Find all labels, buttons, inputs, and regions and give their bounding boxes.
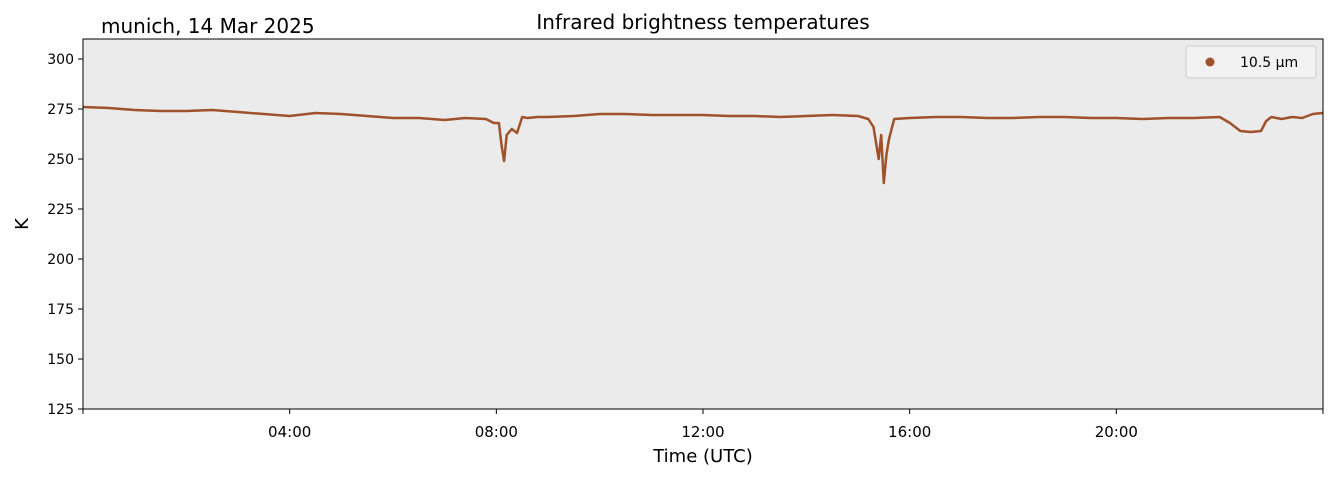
x-axis-label: Time (UTC) bbox=[652, 446, 753, 467]
series-line bbox=[82, 105, 1324, 185]
chart-title: Infrared brightness temperatures bbox=[536, 10, 869, 34]
x-tick-label: 12:00 bbox=[681, 423, 724, 441]
y-tick-label: 175 bbox=[47, 302, 74, 318]
x-tick-label: 04:00 bbox=[268, 423, 311, 441]
legend-label: 10.5 µm bbox=[1240, 55, 1298, 71]
legend: 10.5 µm bbox=[1185, 45, 1317, 79]
series-layer bbox=[82, 105, 1324, 185]
x-tick-label: 08:00 bbox=[475, 423, 518, 441]
legend-box bbox=[1185, 45, 1317, 79]
y-tick-label: 225 bbox=[47, 202, 74, 218]
y-tick-label: 250 bbox=[47, 152, 74, 168]
y-axis-label: K bbox=[12, 217, 33, 230]
y-axis: 125 150 175 200 225 250 275 300 bbox=[47, 52, 83, 418]
x-tick-label: 20:00 bbox=[1095, 423, 1138, 441]
plot-area bbox=[83, 39, 1323, 409]
x-tick-label: 16:00 bbox=[888, 423, 931, 441]
x-axis: 04:00 08:00 12:00 16:00 20:00 bbox=[82, 409, 1324, 441]
y-tick-label: 300 bbox=[47, 52, 74, 68]
chart-subtitle: munich, 14 Mar 2025 bbox=[101, 14, 315, 38]
y-tick-label: 200 bbox=[47, 252, 74, 268]
legend-marker bbox=[1205, 57, 1215, 67]
y-tick-label: 275 bbox=[47, 102, 74, 118]
y-tick-label: 150 bbox=[47, 352, 74, 368]
y-tick-label: 125 bbox=[47, 402, 74, 418]
